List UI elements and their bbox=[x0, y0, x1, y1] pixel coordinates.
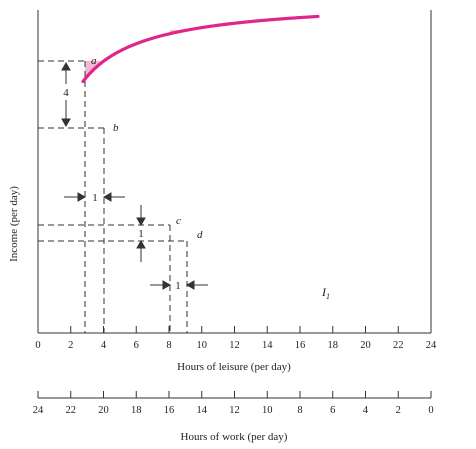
leisure-gain-ab-marker bbox=[64, 192, 125, 202]
axis-tick-label: 14 bbox=[262, 340, 273, 351]
point-label-a: a bbox=[91, 55, 97, 67]
axis-tick-label: 20 bbox=[360, 340, 371, 351]
axis-tick-label: 24 bbox=[426, 340, 437, 351]
axis-tick-label: 18 bbox=[328, 340, 339, 351]
axis-tick-label: 0 bbox=[428, 405, 433, 416]
point-label-c: c bbox=[176, 215, 181, 227]
axis-tick-label: 2 bbox=[396, 405, 401, 416]
axis-tick-label: 14 bbox=[197, 405, 208, 416]
axis-tick-label: 22 bbox=[393, 340, 404, 351]
axis-tick-label: 8 bbox=[166, 340, 171, 351]
leisure-gain-cd-marker bbox=[150, 280, 208, 290]
axis-tick-label: 8 bbox=[297, 405, 302, 416]
axis-tick-label: 16 bbox=[295, 340, 306, 351]
axis-tick-label: 10 bbox=[197, 340, 208, 351]
leisure-gain-ab-label: 1 bbox=[92, 192, 98, 204]
curve-label: I1 bbox=[321, 285, 330, 301]
axis-tick-label: 6 bbox=[134, 340, 139, 351]
point-label-b: b bbox=[113, 122, 119, 134]
axis-tick-label: 12 bbox=[229, 405, 240, 416]
axis-tick-label: 12 bbox=[229, 340, 240, 351]
axis-tick-label: 0 bbox=[35, 340, 40, 351]
shaded-triangle-ab bbox=[85, 60, 104, 79]
income-drop-cd-label: 1 bbox=[138, 228, 144, 240]
indifference-curve-i1 bbox=[81, 14, 320, 84]
axis-tick-label: 24 bbox=[33, 405, 44, 416]
curve-label-subscript: 1 bbox=[326, 292, 330, 301]
y-axis-label: Income (per day) bbox=[8, 186, 20, 262]
axis-tick-label: 20 bbox=[98, 405, 109, 416]
axis-tick-label: 4 bbox=[101, 340, 107, 351]
point-label-d: d bbox=[197, 229, 203, 241]
axis-tick-label: 4 bbox=[363, 405, 369, 416]
axis-tick-label: 18 bbox=[131, 405, 142, 416]
axis-tick-label: 2 bbox=[68, 340, 73, 351]
work-axis-label: Hours of work (per day) bbox=[181, 431, 288, 443]
income-drop-cd-marker bbox=[136, 205, 146, 262]
leisure-axis-ticks: 0 2 4 6 8 10 12 14 16 18 20 22 24 bbox=[35, 326, 437, 351]
axis-tick-label: 22 bbox=[66, 405, 77, 416]
income-drop-ab-marker bbox=[61, 61, 71, 128]
work-axis-ticks: 24 22 20 18 16 14 12 10 8 6 4 2 0 bbox=[33, 391, 434, 416]
leisure-axis-label: Hours of leisure (per day) bbox=[177, 361, 291, 373]
axis-tick-label: 10 bbox=[262, 405, 273, 416]
leisure-gain-cd-label: 1 bbox=[175, 280, 181, 292]
shaded-triangle-cd bbox=[170, 30, 187, 34]
axis-tick-label: 16 bbox=[164, 405, 175, 416]
axis-tick-label: 6 bbox=[330, 405, 335, 416]
income-drop-ab-label: 4 bbox=[63, 87, 69, 99]
